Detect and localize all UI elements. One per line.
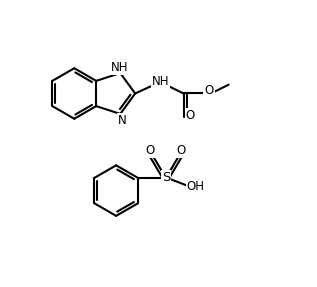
Text: O: O xyxy=(146,144,155,157)
Text: NH: NH xyxy=(152,75,169,88)
Text: N: N xyxy=(118,114,126,127)
Text: O: O xyxy=(177,144,186,157)
Text: OH: OH xyxy=(187,180,205,193)
Text: S: S xyxy=(162,171,170,185)
Text: O: O xyxy=(186,109,195,122)
Text: O: O xyxy=(204,84,214,97)
Text: NH: NH xyxy=(111,61,128,74)
